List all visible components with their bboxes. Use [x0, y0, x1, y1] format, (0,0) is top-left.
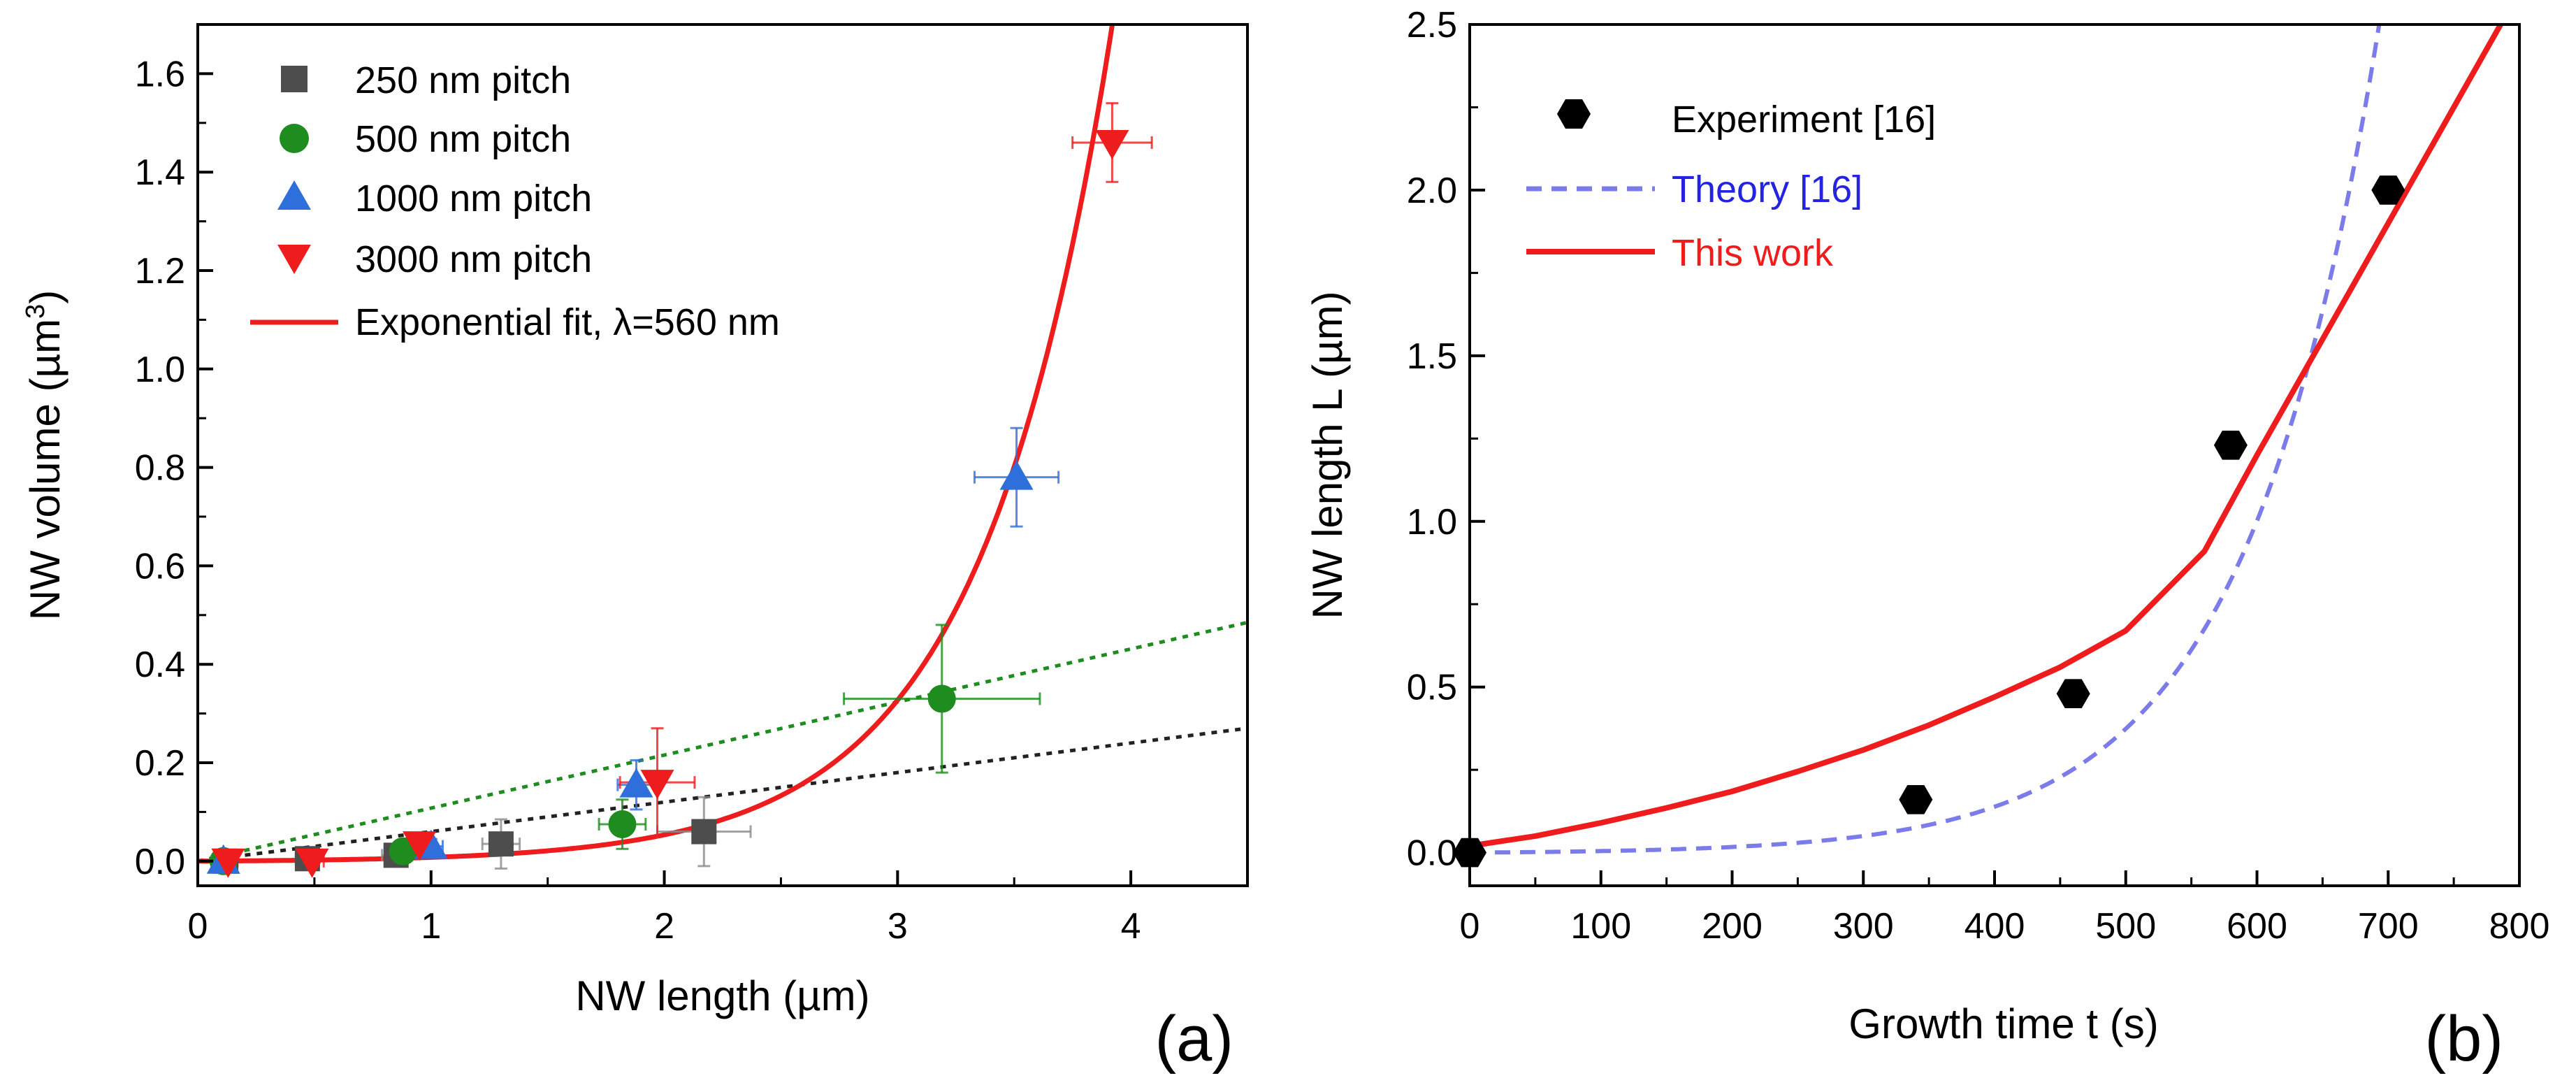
data-point-square [691, 819, 717, 845]
panel-b-data-markers [1453, 175, 2405, 868]
data-point-triangle-down [403, 831, 437, 861]
data-point-circle [927, 684, 956, 713]
legend-hexagon-icon [1557, 99, 1591, 129]
panel-a-y-tick-label: 0.2 [135, 743, 185, 784]
legend-triangle-down-icon [277, 245, 311, 274]
panel-b-y-tick-label: 2.0 [1407, 171, 1457, 211]
legend-label-this-work: This work [1672, 232, 1834, 274]
panel-b-x-tick-label: 200 [1702, 906, 1763, 947]
legend-triangle-up-icon [277, 180, 311, 210]
panel-b-axis-ticks: 0 100 200 300 400 500 600 700 800 0.0 0.5 1.0 1.5 2.0… [1407, 5, 2550, 947]
experiment-data-point [2056, 679, 2090, 708]
panel-a-y-tick-label: 1.2 [135, 251, 185, 292]
panel-b-y-tick-label: 1.5 [1407, 336, 1457, 377]
legend-item-theory: Theory [16] [1526, 168, 1862, 210]
data-point-square [488, 831, 514, 857]
panel-b-x-tick-label: 0 [1460, 906, 1480, 947]
panel-a-x-tick-label: 2 [654, 906, 674, 947]
legend-label-500nm: 500 nm pitch [355, 118, 571, 160]
panel-b-x-tick-label: 400 [1964, 906, 2025, 947]
data-point-circle [608, 810, 637, 838]
legend-label-experiment: Experiment [16] [1672, 99, 1936, 141]
legend-label-exp-fit: Exponential fit, λ=560 nm [355, 301, 780, 343]
data-point-triangle-down [640, 770, 674, 800]
panel-a-data-markers [206, 102, 1153, 878]
panel-b-x-tick-label: 600 [2227, 906, 2287, 947]
panel-b-y-tick-label: 0.5 [1407, 668, 1457, 708]
panel-b-x-tick-label: 500 [2095, 906, 2156, 947]
panel-b-lines [1470, 24, 2504, 855]
panel-b-plot-frame [1468, 23, 2521, 887]
dotted-trend-line-0 [198, 620, 1247, 863]
this-work-line [1470, 24, 2504, 849]
panel-a-y-tick-label: 0.8 [135, 448, 185, 489]
legend-item-experiment: Experiment [16] [1557, 99, 1936, 141]
panel-b: 0 100 200 300 400 500 600 700 800 0.0 0.5 1.0 1.5 2.0… [1304, 5, 2550, 1075]
data-point-triangle-down [211, 848, 245, 878]
panel-b-x-tick-label: 300 [1833, 906, 1894, 947]
dotted-trend-line-1 [198, 726, 1247, 863]
panel-a-x-tick-label: 3 [888, 906, 908, 947]
legend-square-icon [281, 66, 307, 92]
panel-a-axis-ticks: 0 1 2 3 4 0.0 0.2 0.4 0.6 0.8 1.0 1.2 1.4 1.6 [135, 54, 1249, 947]
legend-label-3000nm: 3000 nm pitch [355, 238, 592, 280]
panel-b-y-tick-label: 2.5 [1407, 5, 1457, 45]
legend-label-1000nm: 1000 nm pitch [355, 178, 592, 220]
panel-a-label: (a) [1155, 1003, 1233, 1075]
panel-a-y-axis-title-superscript: 3 [21, 304, 50, 319]
legend-item-3000nm: 3000 nm pitch [277, 238, 592, 280]
legend-item-1000nm: 1000 nm pitch [277, 178, 592, 220]
panel-b-x-tick-label: 100 [1570, 906, 1631, 947]
panel-b-y-tick-label: 1.0 [1407, 502, 1457, 543]
legend-circle-icon [280, 124, 309, 153]
data-point-triangle-up [619, 768, 653, 798]
panel-b-y-axis-title: NW length L (µm) [1304, 291, 1351, 619]
panel-a-y-tick-label: 1.0 [135, 350, 185, 390]
legend-item-this-work: This work [1526, 232, 1834, 274]
panel-a-x-tick-label: 0 [188, 906, 208, 947]
panel-a-y-tick-label: 1.4 [135, 152, 185, 193]
experiment-data-point [2213, 431, 2248, 460]
panel-a-y-axis-title-main: NW volume (µm [22, 319, 68, 620]
panel-a-y-axis-title: NW volume (µm3) [21, 290, 68, 620]
legend-item-500nm: 500 nm pitch [280, 118, 571, 160]
data-point-triangle-down [295, 848, 329, 878]
legend-item-exp-fit: Exponential fit, λ=560 nm [250, 301, 780, 343]
panel-a-y-tick-label: 0.0 [135, 842, 185, 882]
panel-a: 0 1 2 3 4 0.0 0.2 0.4 0.6 0.8 1.0 1.2 1.4 1.6 NW leng… [21, 23, 1249, 1075]
legend-label-250nm: 250 nm pitch [355, 59, 571, 101]
panel-a-x-tick-label: 1 [421, 906, 441, 947]
theory-dashed-line [1470, 24, 2382, 855]
data-point-triangle-up [999, 460, 1034, 490]
panel-a-y-tick-label: 1.6 [135, 54, 185, 94]
experiment-data-point [1899, 785, 1933, 814]
panel-b-legend: Experiment [16] Theory [16] This work [1526, 99, 1936, 274]
legend-item-250nm: 250 nm pitch [281, 59, 571, 101]
data-point-triangle-down [1095, 129, 1129, 159]
panel-b-label: (b) [2425, 1003, 2503, 1075]
panel-b-x-tick-label: 800 [2489, 906, 2550, 947]
panel-b-x-axis-title: Growth time t (s) [1848, 1000, 2158, 1047]
panel-a-lines [198, 24, 1247, 864]
legend-label-theory: Theory [16] [1672, 168, 1862, 210]
panel-a-y-tick-label: 0.6 [135, 546, 185, 587]
panel-a-y-tick-label: 0.4 [135, 645, 185, 685]
panel-a-legend: 250 nm pitch 500 nm pitch 1000 nm pitch … [250, 59, 780, 343]
exponential-fit-line [198, 24, 1115, 864]
panel-a-plot-frame [196, 23, 1249, 887]
panel-a-y-axis-title-close: ) [22, 290, 68, 304]
panel-b-y-tick-label: 0.0 [1407, 833, 1457, 874]
panel-b-x-tick-label: 700 [2358, 906, 2419, 947]
panel-a-x-axis-title: NW length (µm) [575, 972, 869, 1019]
experiment-data-point [2371, 175, 2405, 205]
panel-a-x-tick-label: 4 [1121, 906, 1141, 947]
